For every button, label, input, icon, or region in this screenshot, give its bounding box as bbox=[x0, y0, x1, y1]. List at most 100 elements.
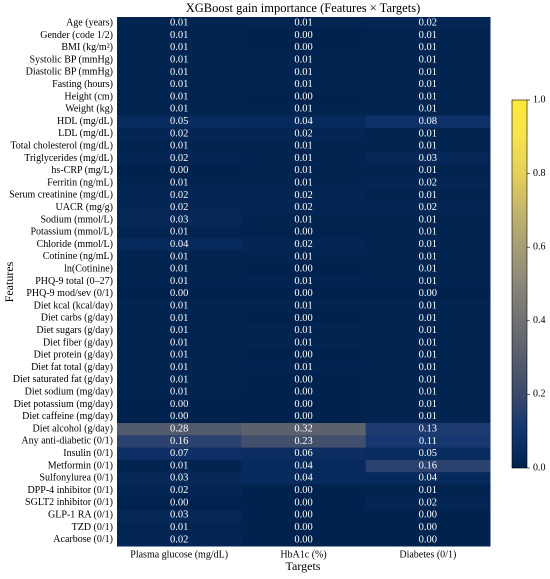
cell-label: 0.32 bbox=[294, 424, 312, 435]
y-tick-label: DPP-4 inhibitor (0/1) bbox=[27, 485, 113, 496]
heatmap-cell bbox=[365, 410, 491, 424]
cell-label: 0.01 bbox=[170, 337, 188, 348]
cell-label: 0.01 bbox=[419, 214, 437, 225]
cell-label: 0.00 bbox=[294, 313, 312, 324]
heatmap-cell bbox=[365, 373, 491, 387]
heatmap-cell bbox=[365, 263, 491, 276]
heatmap-cell bbox=[241, 398, 367, 412]
y-tick-label: Serum creatinine (mg/dL) bbox=[9, 190, 113, 201]
cell-label: 0.05 bbox=[419, 448, 437, 459]
cell-label: 0.00 bbox=[294, 350, 312, 361]
heatmap-cell bbox=[365, 66, 491, 80]
heatmap-cell bbox=[365, 398, 491, 412]
cell-label: 0.04 bbox=[294, 460, 313, 471]
heatmap-cell bbox=[241, 459, 367, 473]
y-tick-label: Fasting (hours) bbox=[52, 79, 113, 90]
cell-label: 0.03 bbox=[170, 214, 188, 225]
cell-label: 0.01 bbox=[170, 18, 188, 29]
cell-label: 0.01 bbox=[419, 67, 437, 78]
cell-label: 0.01 bbox=[294, 67, 312, 78]
y-tick-label: Cotinine (ng/mL) bbox=[43, 251, 113, 262]
heatmap-cell bbox=[365, 521, 491, 535]
heatmap-cell bbox=[365, 533, 491, 547]
heatmap-cell bbox=[117, 496, 242, 510]
heatmap-cell bbox=[241, 484, 367, 498]
cell-label: 0.01 bbox=[170, 276, 188, 287]
heatmap-cell bbox=[117, 386, 242, 399]
cell-label: 0.01 bbox=[419, 337, 437, 348]
cell-label: 0.00 bbox=[294, 42, 312, 53]
y-tick-label: Weight (kg) bbox=[65, 104, 113, 115]
heatmap-cell bbox=[117, 263, 242, 276]
heatmap-cell bbox=[241, 336, 367, 350]
heatmap-cell bbox=[241, 17, 367, 30]
cell-label: 0.00 bbox=[294, 288, 312, 299]
heatmap-cell bbox=[117, 78, 242, 92]
heatmap-cell bbox=[241, 349, 367, 362]
heatmap-cell bbox=[365, 78, 491, 92]
cell-label: 0.01 bbox=[419, 325, 437, 336]
cell-label: 0.01 bbox=[294, 165, 312, 176]
y-tick-label: Diet saturated fat (g/day) bbox=[13, 374, 113, 385]
cell-label: 0.08 bbox=[419, 116, 437, 127]
heatmap-cell bbox=[117, 459, 242, 473]
cell-label: 0.01 bbox=[294, 325, 312, 336]
cell-label: 0.01 bbox=[419, 276, 437, 287]
heatmap-cell bbox=[117, 189, 242, 203]
heatmap-cell bbox=[117, 66, 242, 80]
cell-label: 0.00 bbox=[170, 165, 188, 176]
y-tick-label: HDL (mg/dL) bbox=[57, 116, 113, 127]
heatmap-cell bbox=[241, 201, 367, 215]
heatmap-cell bbox=[117, 176, 242, 190]
heatmap-cell bbox=[117, 201, 242, 215]
heatmap-cell bbox=[241, 78, 367, 92]
heatmap-cell bbox=[241, 472, 367, 485]
colorbar-tick-label: 0.8 bbox=[533, 168, 546, 179]
heatmap-cell bbox=[365, 41, 491, 55]
heatmap-cell bbox=[117, 140, 242, 153]
cell-label: 0.00 bbox=[294, 264, 312, 275]
heatmap-cell bbox=[117, 435, 242, 449]
cell-label: 0.00 bbox=[419, 534, 437, 545]
heatmap-cell bbox=[117, 398, 242, 412]
cell-label: 0.16 bbox=[419, 460, 437, 471]
cell-label: 0.03 bbox=[170, 473, 188, 484]
cell-label: 0.01 bbox=[170, 30, 188, 41]
x-tick-label: Diabetes (0/1) bbox=[399, 549, 456, 560]
y-tick-label: Diet potassium (mg/day) bbox=[14, 399, 113, 410]
cell-label: 0.01 bbox=[294, 276, 312, 287]
heatmap-cell bbox=[117, 226, 242, 239]
y-tick-label: Sulfonylurea (0/1) bbox=[39, 473, 113, 484]
heatmap-cell bbox=[241, 263, 367, 276]
heatmap-cell bbox=[241, 422, 367, 436]
cell-label: 0.01 bbox=[419, 485, 437, 496]
heatmap-cell bbox=[117, 213, 242, 227]
heatmap-cell bbox=[241, 213, 367, 227]
cell-label: 0.00 bbox=[170, 399, 188, 410]
heatmap-cell bbox=[365, 29, 491, 43]
cell-label: 0.01 bbox=[170, 350, 188, 361]
y-tick-label: ln(Cotinine) bbox=[64, 263, 113, 274]
heatmap-cell bbox=[365, 459, 491, 473]
x-tick-label: HbA1c (%) bbox=[280, 549, 326, 560]
heatmap-cell bbox=[241, 164, 367, 178]
heatmap-cell bbox=[117, 115, 242, 129]
y-tick-label: GLP-1 RA (0/1) bbox=[48, 510, 113, 521]
cell-label: 0.01 bbox=[170, 141, 188, 152]
cell-label: 0.01 bbox=[419, 141, 437, 152]
cell-label: 0.04 bbox=[170, 239, 189, 250]
heatmap-cell bbox=[117, 422, 242, 436]
cell-label: 0.00 bbox=[170, 411, 188, 422]
heatmap-cell bbox=[117, 361, 242, 375]
cell-label: 0.04 bbox=[419, 473, 438, 484]
cell-label: 0.13 bbox=[419, 424, 437, 435]
heatmap-cell bbox=[365, 324, 491, 338]
heatmap-cell bbox=[117, 373, 242, 387]
cell-label: 0.01 bbox=[170, 522, 188, 533]
cell-label: 0.01 bbox=[419, 190, 437, 201]
heatmap-cell bbox=[365, 53, 491, 67]
heatmap-cell bbox=[365, 213, 491, 227]
heatmap-cell bbox=[117, 275, 242, 289]
y-axis-title: Features bbox=[2, 261, 16, 302]
heatmap-cell bbox=[117, 312, 242, 326]
